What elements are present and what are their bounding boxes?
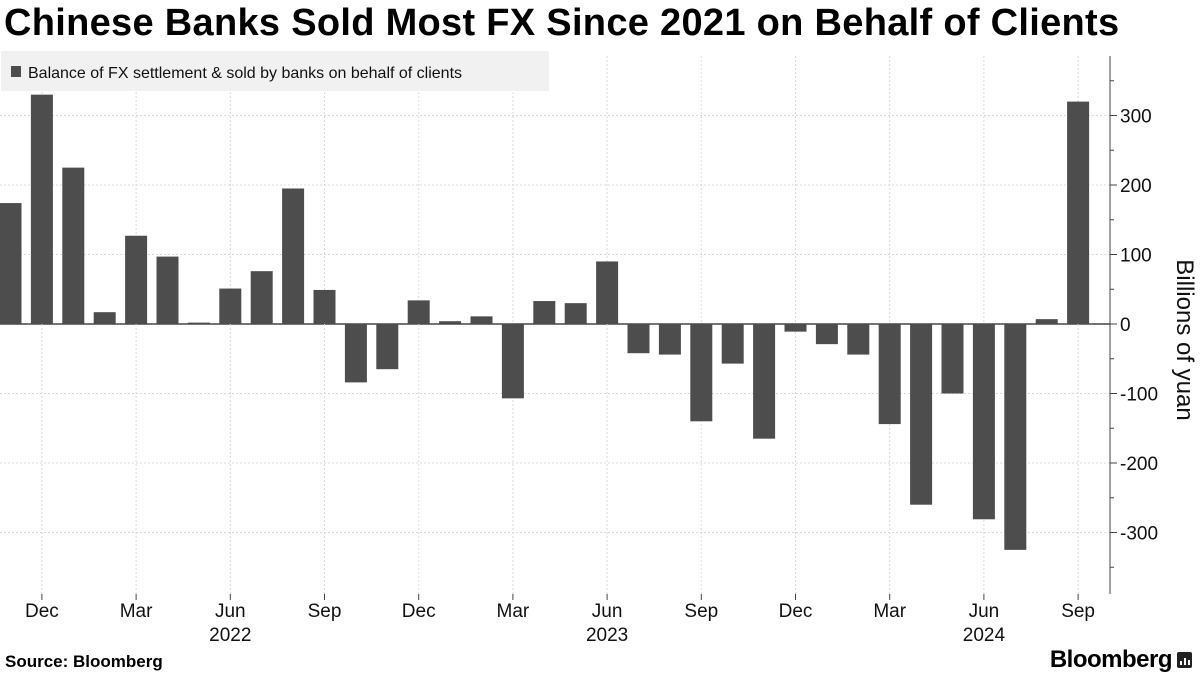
x-tick-label: Sep	[1061, 601, 1095, 622]
x-tick-label: Mar	[497, 601, 530, 622]
bar-2023-07	[627, 324, 650, 354]
bar-2023-10	[721, 324, 744, 364]
brand-name: Bloomberg	[1049, 646, 1173, 673]
bar-2021-11	[0, 203, 22, 324]
bar-2022-04	[156, 256, 179, 324]
bar-2024-02	[847, 324, 870, 355]
legend-label: Balance of FX settlement & sold by banks…	[28, 65, 462, 82]
legend-box	[1, 51, 549, 91]
bar-2022-08	[282, 188, 305, 324]
x-tick-label: Jun	[592, 601, 623, 622]
x-tick-label: Mar	[120, 601, 153, 622]
bar-2023-03	[501, 324, 524, 399]
bar-2022-11	[376, 324, 399, 370]
y-tick-label: -300	[1120, 524, 1158, 545]
x-tick-label: Sep	[308, 601, 342, 622]
x-tick-label: Jun	[215, 601, 246, 622]
bar-2022-12	[407, 300, 430, 324]
y-tick-label: 300	[1120, 107, 1152, 128]
bar-2022-10	[344, 324, 367, 383]
bar-2024-08	[1035, 319, 1058, 324]
bar-2024-05	[941, 324, 964, 394]
bar-2023-04	[533, 301, 556, 324]
bar-2023-02	[470, 316, 493, 324]
y-tick-label: 0	[1120, 315, 1131, 336]
x-year-label: 2023	[586, 625, 628, 645]
y-tick-label: -200	[1120, 454, 1158, 475]
bar-2022-05	[187, 322, 210, 324]
y-tick-label: -100	[1120, 385, 1158, 406]
bar-2024-07	[1004, 324, 1027, 550]
y-axis-ticks: 300 200 100 0 -100 -200 -300	[1110, 80, 1158, 568]
bar-2022-07	[250, 271, 273, 324]
x-tick-label: Dec	[779, 601, 813, 622]
bar-2023-05	[564, 303, 587, 324]
bar-2023-01	[439, 321, 462, 324]
bars	[0, 94, 1090, 550]
chart-title: Chinese Banks Sold Most FX Since 2021 on…	[4, 2, 1120, 44]
x-axis-ticks: Dec Mar Jun Sep Dec Mar Jun Sep Dec Mar Jun Sep 2022…	[25, 594, 1095, 645]
brand-logo: Bloomberg	[1050, 646, 1192, 674]
x-tick-label: Dec	[402, 601, 436, 622]
y-axis-label: Billions of yuan	[1171, 259, 1198, 420]
bar-2024-01	[815, 324, 838, 345]
y-tick-label: 100	[1120, 246, 1152, 267]
bar-2024-03	[878, 324, 901, 425]
x-tick-label: Sep	[684, 601, 718, 622]
source-note: Source: Bloomberg	[5, 652, 163, 671]
bar-2023-06	[596, 261, 619, 324]
bar-chart: Balance of FX settlement & sold by banks…	[0, 51, 1198, 645]
bar-2024-06	[972, 324, 995, 520]
bar-2021-12	[30, 94, 53, 325]
bar-2022-01	[62, 167, 85, 324]
bar-2022-02	[93, 312, 116, 324]
bar-2024-09	[1067, 101, 1090, 324]
x-tick-label: Mar	[873, 601, 906, 622]
bar-2023-09	[690, 324, 713, 422]
bar-2023-08	[658, 324, 681, 355]
x-year-label: 2024	[963, 625, 1006, 645]
x-year-label: 2022	[209, 625, 251, 645]
bar-2022-06	[219, 288, 242, 324]
bar-2023-11	[753, 324, 776, 439]
bar-2024-04	[910, 324, 933, 505]
bar-2023-12	[784, 324, 807, 332]
x-tick-label: Jun	[969, 601, 1000, 622]
bar-2022-03	[125, 235, 148, 324]
y-tick-label: 200	[1120, 176, 1152, 197]
bar-chart-icon	[1177, 652, 1192, 668]
x-tick-label: Dec	[25, 601, 59, 622]
bar-2022-09	[313, 289, 336, 324]
legend-swatch	[11, 66, 21, 77]
